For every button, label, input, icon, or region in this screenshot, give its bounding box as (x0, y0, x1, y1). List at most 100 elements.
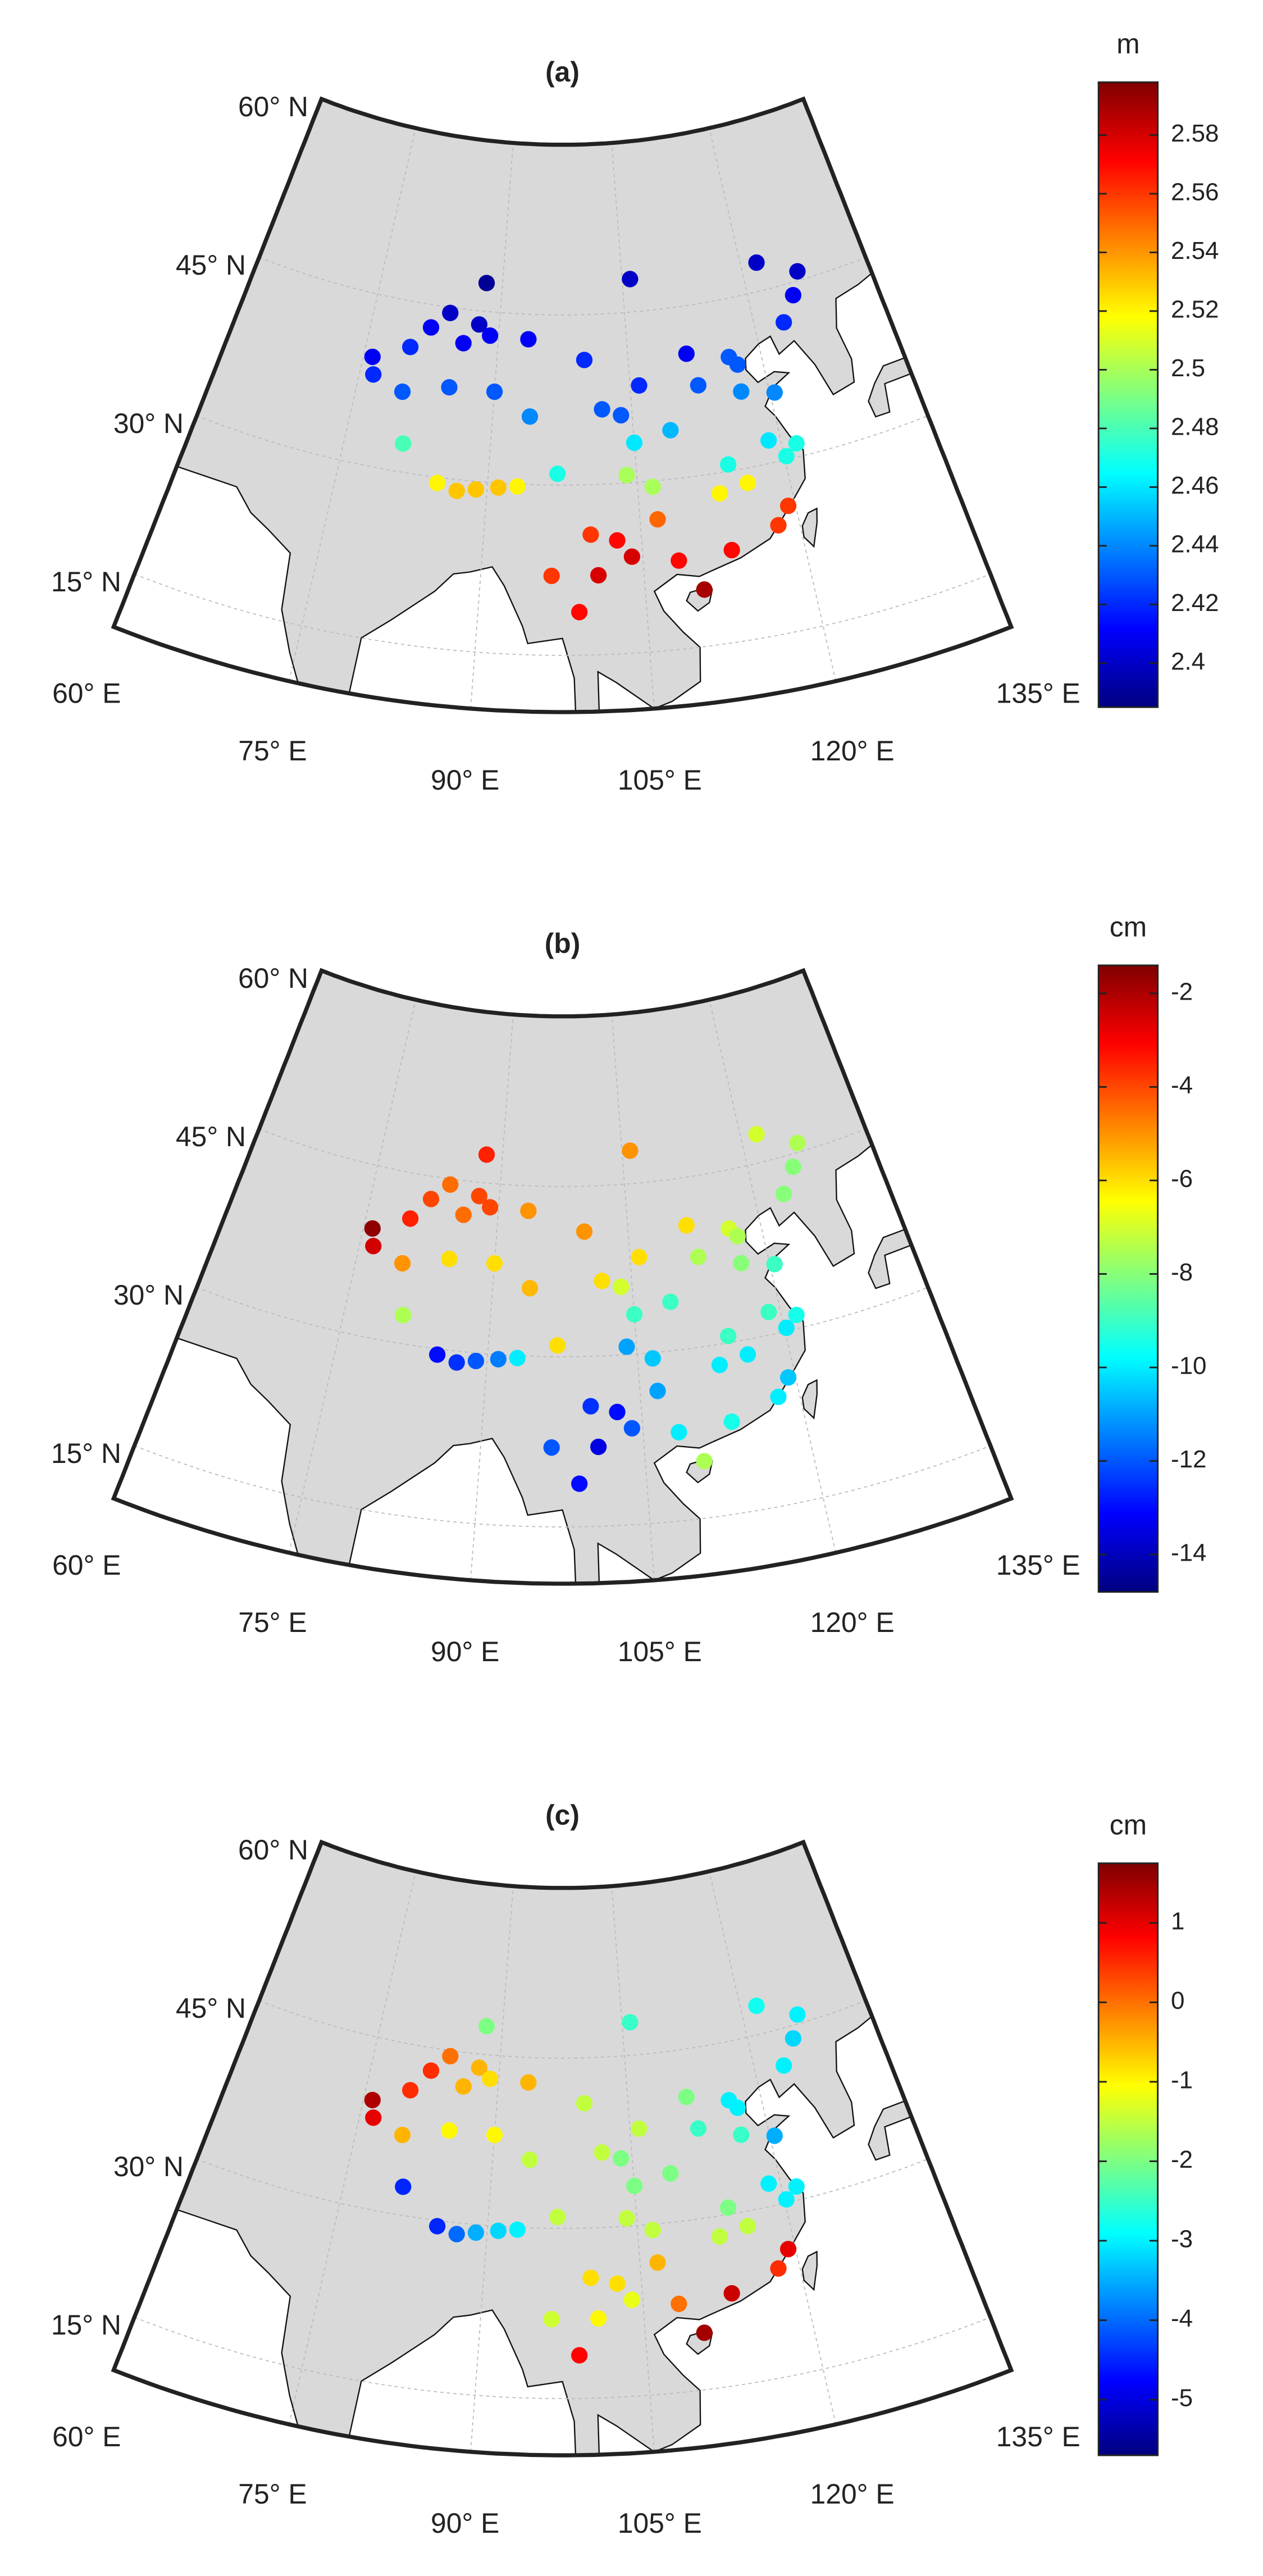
station-dot (778, 448, 795, 464)
station-dot (549, 2209, 566, 2226)
station-dot (789, 2006, 806, 2023)
station-dot (770, 1388, 787, 1405)
station-dot (482, 327, 499, 344)
station-dot (671, 2295, 687, 2312)
lon-label: 75° E (238, 735, 307, 767)
station-dot (594, 1273, 610, 1289)
lat-label: 60° N (238, 91, 308, 122)
station-dot (770, 517, 787, 534)
station-dot (422, 319, 440, 336)
station-dot (486, 1255, 503, 1272)
map-panel: 60° N 45° N 30° N 15° N 60° E 75° E 90° E 105° … (51, 911, 1207, 1667)
colorbar-tick-label: 2.58 (1171, 120, 1219, 147)
parallel (259, 2000, 866, 2059)
station-dot (521, 2151, 539, 2168)
station-dot (748, 254, 765, 271)
ocean (113, 466, 577, 712)
station-dot (594, 2144, 610, 2161)
station-dot (582, 2269, 599, 2286)
panel-title: (a) (545, 56, 580, 88)
station-dot (739, 475, 756, 491)
station-dot (649, 1383, 666, 1399)
map-frame (111, 96, 1014, 714)
lat-label: 30° N (113, 1279, 184, 1311)
station-dot (729, 356, 746, 373)
station-dot (760, 2175, 777, 2192)
station-dot (364, 1220, 381, 1237)
station-dot (696, 1453, 713, 1470)
station-dot (748, 1998, 765, 2014)
lon-label: 75° E (238, 1607, 307, 1638)
colorbar-tick-label: 2.46 (1171, 472, 1219, 499)
station-dot (467, 2224, 485, 2241)
station-dot (478, 1146, 495, 1163)
map-panel: 60° N 45° N 30° N 15° N 60° E 75° E 90° E 105° … (51, 1799, 1193, 2539)
station-dot (486, 383, 503, 400)
station-dot (441, 2122, 458, 2139)
station-dot (471, 1188, 487, 1205)
station-dot (490, 1351, 507, 1367)
colorbar-tick-label: 0 (1171, 1987, 1184, 2014)
colorbar-tick-label: -2 (1171, 2146, 1193, 2173)
lon-label: 60° E (52, 2421, 121, 2452)
colorbar-tick-label: 2.56 (1171, 179, 1219, 206)
station-dot (776, 1186, 792, 1202)
panel-title: (b) (545, 928, 581, 959)
station-dot (644, 478, 661, 495)
station-dot (662, 422, 679, 439)
station-dot (623, 548, 641, 565)
station-dot (441, 1251, 458, 1268)
station-dot (448, 1354, 465, 1371)
lon-label: 90° E (431, 2507, 499, 2539)
station-dot (429, 2218, 446, 2235)
lon-label: 120° E (810, 735, 895, 767)
station-dot (543, 2310, 560, 2328)
station-dot (778, 1319, 795, 1337)
station-dot (442, 1176, 459, 1193)
colorbar-unit: cm (1110, 1809, 1147, 1841)
lon-label: 75° E (238, 2478, 307, 2510)
meridian (611, 1014, 655, 1580)
station-dot (509, 1349, 526, 1366)
station-dot (478, 275, 495, 291)
station-dot (622, 271, 639, 288)
station-dot (723, 1413, 740, 1430)
colorbar-tick-label: -8 (1171, 1259, 1193, 1286)
station-dot (788, 2178, 805, 2195)
lat-label: 15° N (51, 1438, 121, 1469)
station-dot (609, 2275, 626, 2292)
station-dot (662, 2165, 679, 2182)
meridian (288, 1871, 417, 2425)
station-dot (778, 2191, 795, 2208)
station-dot (748, 1126, 765, 1143)
station-dot (789, 263, 806, 280)
parallel (134, 573, 991, 656)
colorbar-tick-label: 2.5 (1171, 354, 1205, 382)
station-dot (618, 2210, 635, 2227)
station-dot (626, 434, 643, 451)
station-dot (631, 1248, 648, 1266)
station-dot (549, 466, 566, 482)
meridian (470, 143, 514, 709)
lon-label: 90° E (431, 764, 499, 796)
station-dot (571, 2347, 588, 2364)
lon-label: 105° E (618, 2507, 702, 2539)
station-dot (571, 1475, 588, 1492)
station-dot (723, 541, 740, 559)
station-dot (779, 2241, 797, 2258)
colorbar (1097, 964, 1159, 1593)
station-dot (690, 377, 707, 394)
parallel (259, 257, 866, 316)
station-dot (690, 1248, 707, 1265)
station-dot (455, 1206, 472, 1223)
station-dot (422, 1191, 440, 1207)
station-dot (486, 2126, 503, 2144)
colorbar-tick-label: -10 (1171, 1352, 1206, 1380)
station-dot (631, 2120, 648, 2137)
station-dot (520, 331, 537, 348)
station-dot (482, 1199, 499, 1216)
meridian (709, 127, 837, 682)
station-dot (402, 1210, 419, 1227)
meridian (709, 1871, 837, 2425)
